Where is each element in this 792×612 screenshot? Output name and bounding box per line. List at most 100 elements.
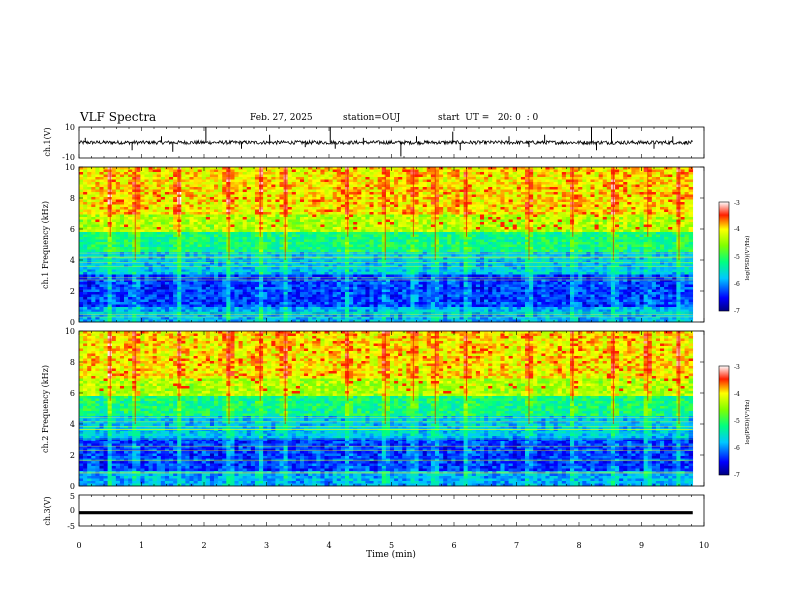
spectrogram-cell bbox=[173, 227, 178, 230]
spectrogram-cell bbox=[504, 242, 509, 245]
spectrogram-cell bbox=[91, 174, 96, 178]
spectrogram-cell bbox=[291, 182, 297, 185]
spectrogram-cell bbox=[606, 224, 612, 228]
spectrogram-cell bbox=[557, 234, 563, 238]
spectrogram-cell bbox=[660, 194, 665, 198]
spectrogram-cell bbox=[418, 182, 423, 185]
spectrogram-cell bbox=[377, 179, 383, 183]
spectrogram-cell bbox=[447, 182, 452, 185]
spectrogram-cell bbox=[332, 242, 338, 245]
spectrogram-cell bbox=[103, 224, 108, 228]
spectrogram-cell bbox=[103, 214, 108, 218]
spectrogram-cell bbox=[529, 199, 534, 203]
spectrogram-cell bbox=[283, 179, 288, 183]
spectrogram-cell bbox=[353, 244, 358, 248]
spectrogram-cell bbox=[250, 242, 256, 245]
spectrogram-cell bbox=[418, 202, 423, 205]
spectrogram-cell bbox=[140, 184, 145, 188]
spectrogram-cell bbox=[471, 232, 477, 235]
spectrogram-cell bbox=[463, 214, 469, 218]
spectrogram-cell bbox=[668, 239, 673, 243]
spectrogram-cell bbox=[451, 182, 456, 185]
spectrogram-cell bbox=[115, 202, 121, 205]
spectrogram-cell bbox=[570, 227, 575, 230]
spectrogram-cell bbox=[230, 172, 235, 175]
spectrogram-cell bbox=[688, 197, 694, 200]
spectrogram-cell bbox=[455, 232, 460, 235]
spectrogram-cell bbox=[381, 177, 387, 180]
spectrogram-cell bbox=[533, 169, 538, 173]
spectrogram-cell bbox=[553, 194, 559, 198]
spectrogram-cell bbox=[680, 229, 685, 233]
ch1-x-ticks bbox=[78, 127, 705, 158]
spectrogram-cell bbox=[201, 239, 207, 243]
spectrogram-cell bbox=[365, 217, 370, 220]
spectrogram-cell bbox=[520, 232, 526, 235]
spectrogram-cell bbox=[643, 244, 649, 248]
spectrogram-cell bbox=[668, 184, 673, 188]
spectrogram-cell bbox=[156, 247, 162, 250]
spectrogram-cell bbox=[156, 222, 162, 225]
spectrogram-cell bbox=[312, 204, 317, 208]
spectrogram-cell bbox=[545, 194, 550, 198]
spectrogram-cell bbox=[365, 172, 370, 175]
spectrogram-cell bbox=[271, 209, 276, 213]
spectrogram-cell bbox=[246, 197, 252, 200]
spectrogram-cell bbox=[529, 229, 534, 233]
spectrogram-cell bbox=[238, 194, 243, 198]
spectrogram-cell bbox=[381, 174, 387, 178]
spectrogram-cell bbox=[541, 232, 546, 235]
spectrogram-cell bbox=[484, 184, 489, 188]
spectrogram-cell bbox=[570, 219, 575, 223]
spectrogram-cell bbox=[160, 179, 166, 183]
spectrogram-cell bbox=[377, 187, 383, 190]
spectrogram-cell bbox=[160, 234, 166, 238]
spectrogram-cell bbox=[463, 229, 469, 233]
spectrogram-cell bbox=[447, 244, 452, 248]
spectrogram-cell bbox=[406, 194, 411, 198]
spectrogram-cell bbox=[316, 239, 321, 243]
spectrogram-cell bbox=[344, 224, 350, 228]
spectrogram-cell bbox=[549, 187, 554, 190]
spectrogram-cell bbox=[512, 207, 518, 210]
spectrogram-cell bbox=[422, 234, 428, 238]
spectrogram-cell bbox=[169, 207, 174, 210]
spectrogram-cell bbox=[103, 227, 108, 230]
spectrogram-cell bbox=[688, 222, 694, 225]
spectrogram-cell bbox=[508, 224, 514, 228]
spectrogram-cell bbox=[561, 199, 567, 203]
spectrogram-cell bbox=[344, 234, 350, 238]
spectrogram-cell bbox=[688, 187, 694, 190]
spectrogram-cell bbox=[128, 189, 133, 193]
spectrogram-cell bbox=[623, 179, 628, 183]
spectrogram-cell bbox=[512, 242, 518, 245]
spectrogram-cell bbox=[111, 184, 117, 188]
spectrogram-cell bbox=[193, 202, 198, 205]
spectrogram-cell bbox=[426, 179, 432, 183]
spectrogram-cell bbox=[259, 187, 264, 190]
spectrogram-cell bbox=[230, 179, 235, 183]
spectrogram-cell bbox=[471, 227, 477, 230]
spectrogram-cell bbox=[602, 217, 608, 220]
spectrogram-cell bbox=[308, 214, 313, 218]
spectrogram-cell bbox=[578, 167, 583, 170]
spectrogram-cell bbox=[144, 167, 149, 170]
spectrogram-cell bbox=[402, 229, 407, 233]
spectrogram-cell bbox=[647, 232, 653, 235]
spectrogram-cell bbox=[246, 244, 252, 248]
spectrogram-cell bbox=[508, 187, 514, 190]
spectrogram-cell bbox=[197, 242, 203, 245]
spectrogram-cell bbox=[209, 192, 215, 195]
spectrogram-cell bbox=[672, 227, 677, 230]
spectrogram-cell bbox=[619, 187, 624, 190]
spectrogram-cell bbox=[561, 184, 567, 188]
spectrogram-cell bbox=[361, 189, 366, 193]
spectrogram-cell bbox=[136, 197, 141, 200]
spectrogram-cell bbox=[189, 204, 194, 208]
spectrogram-cell bbox=[91, 197, 96, 200]
spectrogram-cell bbox=[590, 214, 595, 218]
spectrogram-cell bbox=[312, 199, 317, 203]
spectrogram-cell bbox=[655, 232, 661, 235]
spectrogram-cell bbox=[479, 202, 485, 205]
